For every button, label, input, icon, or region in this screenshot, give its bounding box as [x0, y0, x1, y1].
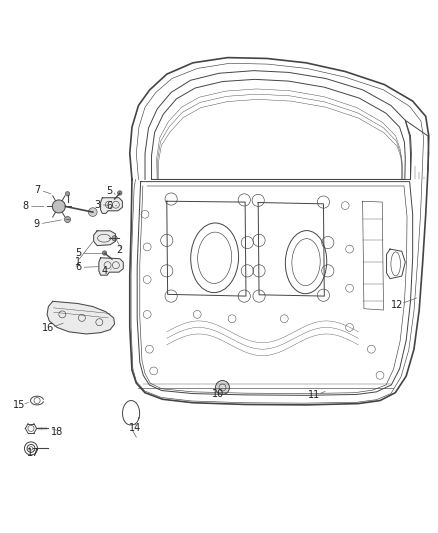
Text: 4: 4	[102, 266, 108, 276]
Text: 10: 10	[212, 389, 224, 399]
Circle shape	[112, 236, 117, 241]
Circle shape	[64, 216, 71, 223]
Text: 17: 17	[27, 448, 39, 458]
Text: 12: 12	[391, 300, 404, 310]
Text: 9: 9	[33, 219, 39, 229]
Circle shape	[102, 251, 107, 255]
Circle shape	[65, 192, 70, 196]
Polygon shape	[94, 231, 116, 246]
Text: 2: 2	[116, 245, 122, 255]
Text: 16: 16	[42, 324, 54, 333]
Polygon shape	[99, 258, 123, 275]
Circle shape	[52, 200, 65, 213]
Text: 11: 11	[308, 390, 320, 400]
Polygon shape	[101, 198, 122, 213]
Text: 1: 1	[74, 257, 81, 267]
Circle shape	[117, 191, 122, 195]
Text: 8: 8	[22, 201, 28, 212]
Text: 6: 6	[75, 262, 81, 272]
Circle shape	[88, 208, 97, 216]
Text: 5: 5	[106, 186, 113, 196]
Text: 14: 14	[129, 423, 141, 433]
Text: 7: 7	[34, 185, 40, 195]
Text: 5: 5	[75, 248, 81, 259]
Polygon shape	[47, 301, 115, 334]
Text: 18: 18	[51, 427, 63, 437]
Text: 3: 3	[94, 200, 100, 209]
Text: 15: 15	[13, 400, 25, 410]
Text: 6: 6	[106, 201, 113, 212]
Circle shape	[215, 381, 230, 394]
